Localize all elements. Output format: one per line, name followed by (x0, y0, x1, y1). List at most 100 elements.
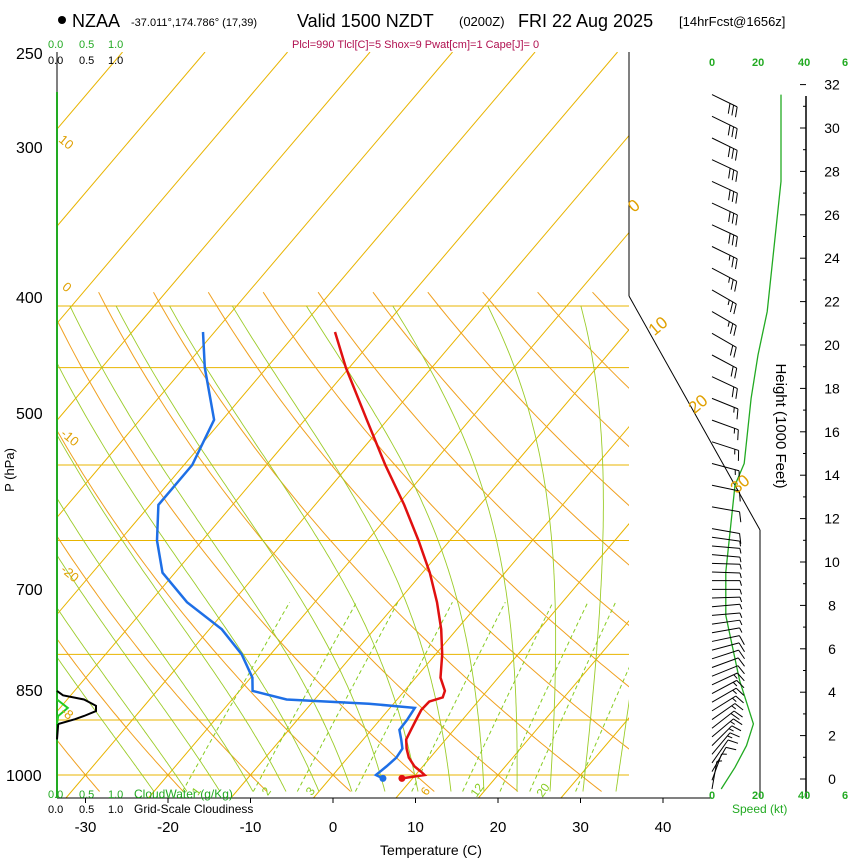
wind-barb (711, 246, 738, 270)
wind-barb (711, 596, 743, 603)
cloud-scale-top-green-1: 0.5 (79, 39, 94, 51)
height-tick-label-16: 16 (824, 424, 840, 440)
wind-barb (711, 718, 743, 738)
wind-barb (711, 665, 745, 677)
temp-tick-label-30: 30 (572, 819, 589, 836)
wind-barb (711, 528, 742, 544)
isotherm-20 (478, 620, 629, 798)
dry-adiabat-80 (427, 291, 629, 507)
mixing-ratio-5 (354, 601, 453, 792)
mixing-ratio-3 (296, 601, 399, 792)
height-tick-label-32: 32 (824, 77, 840, 93)
speed-bottom-6: 6 (842, 790, 848, 802)
height-tick-label-26: 26 (824, 207, 840, 223)
moist-adiabat-28 (487, 305, 557, 792)
height-tick-label-22: 22 (824, 294, 840, 310)
cloud-scale-bottom: 0.0 0.5 1.0 CloudWater (g/Kg) 0.0 0.5 1.… (48, 787, 253, 816)
speed-top-20: 20 (752, 57, 764, 69)
wind-barb (711, 619, 743, 626)
height-tick-label-18: 18 (824, 380, 840, 396)
dry-adiabat-70 (372, 291, 629, 566)
pressure-label-400: 400 (16, 290, 43, 307)
height-tick-label-14: 14 (824, 467, 840, 483)
station-dot-icon (58, 16, 66, 24)
wind-barb (711, 562, 742, 570)
mixing-ratio-8 (411, 601, 506, 792)
height-tick-label-20: 20 (824, 337, 840, 353)
isotherm--20 (148, 231, 629, 798)
dry-adiabat-90 (482, 291, 629, 448)
wind-barb (711, 397, 739, 420)
moist-adiabat-0 (57, 361, 320, 792)
wind-barb (711, 311, 737, 336)
isotherm--30 (65, 134, 629, 798)
wind-barb (711, 732, 740, 755)
speed-axis-top: 0 20 40 6 (709, 57, 848, 69)
height-axis-title: Height (1000 Feet) (772, 363, 789, 488)
wind-barb (711, 679, 745, 694)
wind-barb (711, 545, 742, 554)
dry-adiabat-120 (647, 292, 850, 791)
moist-adiabat--8 (57, 497, 254, 792)
isotherm--40 (57, 52, 618, 713)
mixing-ratio-20 (529, 601, 617, 792)
wind-barb (711, 441, 740, 461)
moist-adiabat-20 (306, 305, 485, 792)
cloud-scale-top-green-0: 0.0 (48, 39, 63, 51)
height-tick-label-4: 4 (828, 684, 836, 700)
mixing-ratio-28 (575, 666, 629, 792)
moist-adiabat-4 (69, 305, 353, 792)
dry-adiabat--20 (57, 638, 184, 792)
moist-adiabat-36 (615, 699, 629, 792)
moist-adiabat-16 (231, 305, 452, 792)
temp-tick-label-10: 10 (407, 819, 424, 836)
cloud-scale-bottom-2: 1.0 (108, 804, 123, 816)
temp-tick-label-0: 0 (329, 819, 337, 836)
wind-barb (711, 484, 741, 502)
dewpoint-line (155, 331, 417, 780)
mixing-ratio-16 (499, 601, 589, 792)
isotherm-label-10: 10 (56, 132, 77, 153)
dry-adiabat--40 (0, 292, 16, 791)
cloudiness-label: Grid-Scale Cloudiness (134, 802, 253, 816)
plot-frame (56, 52, 761, 799)
wind-barb (711, 739, 739, 764)
cloud-scale-top-green-2: 1.0 (108, 39, 123, 51)
temp-tick-label--30: -30 (75, 819, 97, 836)
speed-bottom-20: 20 (752, 790, 764, 802)
speed-axis-bottom: 0 20 40 6 (709, 790, 848, 802)
speed-axis-title: Speed (kt) (732, 802, 787, 816)
isotherm--10 (230, 328, 629, 798)
station-coords: -37.011°,174.786° (17,39) (131, 17, 257, 29)
wind-barb (711, 376, 738, 399)
wind-barb (711, 571, 742, 579)
cloud-scale-top: 0.0 0.5 1.0 0.0 0.5 1.0 (48, 39, 123, 67)
speed-top-0: 0 (709, 57, 715, 69)
height-tick-label-0: 0 (828, 771, 836, 787)
dry-adiabat-30 (153, 291, 602, 792)
cloud-scale-top-0: 0.0 (48, 55, 63, 67)
wind-barb (711, 635, 745, 646)
wind-barb (711, 725, 742, 746)
moist-adiabat-32 (580, 305, 604, 792)
wind-barb (711, 354, 738, 379)
wind-barb (711, 202, 738, 226)
temp-tick-label--20: -20 (157, 819, 179, 836)
wind-barb (711, 289, 737, 315)
pressure-label-1000: 1000 (6, 768, 42, 785)
valid-time: Valid 1500 NZDT (297, 11, 434, 31)
pressure-label-850: 850 (16, 683, 43, 700)
speed-top-40: 40 (798, 57, 810, 69)
pressure-label-500: 500 (16, 406, 43, 423)
sounding-params: Plcl=990 Tlcl[C]=5 Shox=9 Pwat[cm]=1 Cap… (292, 39, 539, 51)
height-tick-label-30: 30 (824, 120, 840, 136)
pressure-label-300: 300 (16, 140, 43, 157)
cloudwater-label: CloudWater (g/Kg) (134, 787, 233, 801)
speed-bottom-0: 0 (709, 790, 715, 802)
wind-barb (711, 267, 738, 292)
dry-adiabat-110 (592, 291, 629, 332)
temp-tick-label-20: 20 (490, 819, 507, 836)
cloud-scale-bottom-1: 0.5 (79, 804, 94, 816)
